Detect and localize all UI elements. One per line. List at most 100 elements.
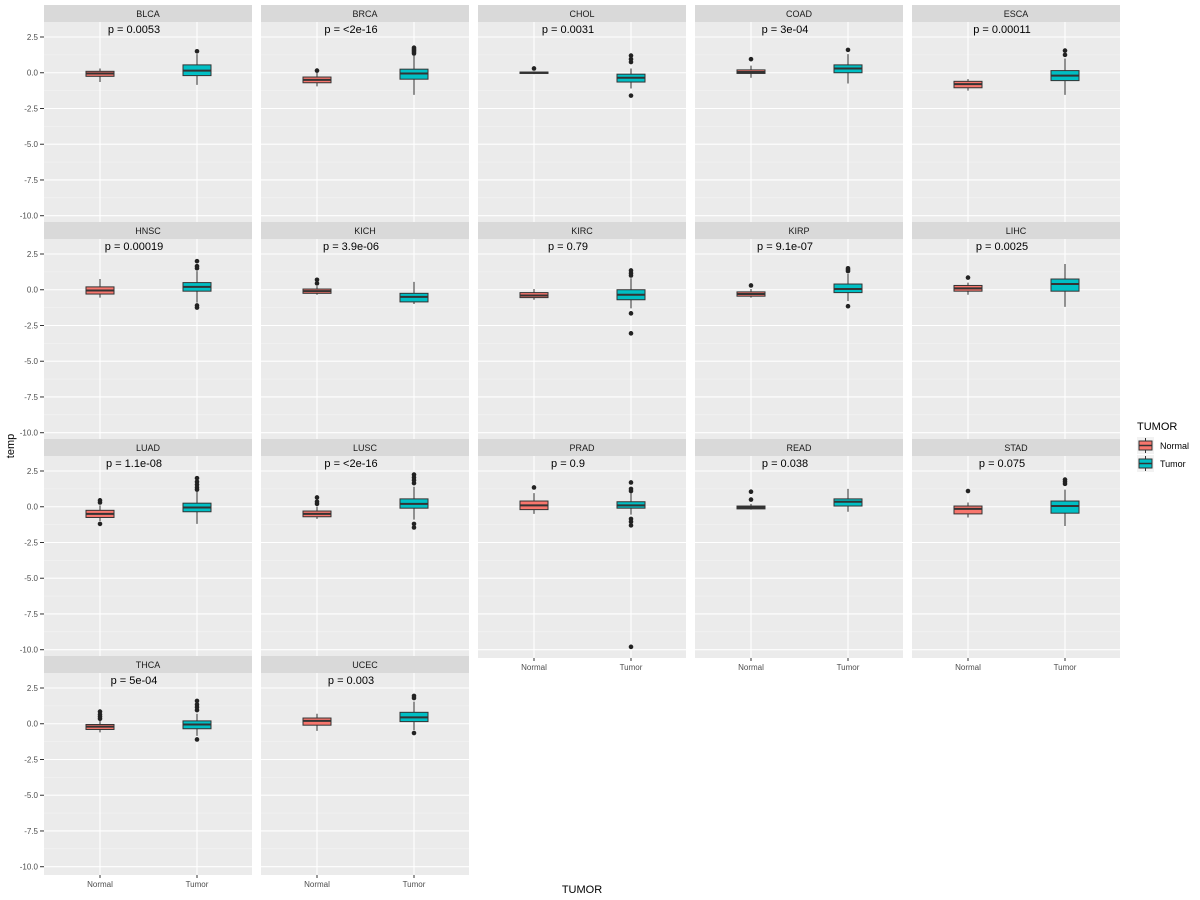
x-tick-label: Tumor: [186, 880, 209, 889]
panel-background: [44, 456, 252, 658]
outlier-point: [97, 709, 103, 714]
outlier-point: [314, 277, 320, 283]
box-normal: [302, 713, 332, 731]
outlier-point: [628, 523, 634, 528]
y-tick-label: 2.5: [27, 467, 39, 476]
facet-strip: [695, 222, 903, 239]
panel-thca: THCA p = 5e-04: [44, 656, 252, 875]
panel-esca: ESCA p = 0.00011: [912, 5, 1120, 224]
box-tumor: [399, 472, 429, 530]
panel-background: [261, 22, 469, 224]
facet-strip: [912, 5, 1120, 22]
legend: TUMOR Normal Tumor: [1137, 421, 1189, 472]
outlier-point: [1062, 52, 1068, 58]
facet-strip-label: KIRC: [571, 226, 593, 236]
box-normal: [736, 489, 766, 510]
y-tick-label: -7.5: [24, 393, 38, 402]
panel-background: [261, 239, 469, 441]
box-tumor: [182, 258, 212, 310]
facet-strip: [478, 222, 686, 239]
p-value-label: p = 0.003: [328, 675, 374, 687]
box-tumor: [1050, 264, 1080, 307]
outlier-point: [1062, 48, 1068, 53]
y-tick-label: -7.5: [24, 610, 38, 619]
outlier-point: [194, 258, 200, 264]
facet-strip-label: BLCA: [136, 9, 160, 19]
outlier-point: [748, 56, 754, 62]
p-value-label: p = 0.0025: [976, 241, 1028, 253]
facet-strip: [261, 439, 469, 456]
outlier-point: [531, 485, 537, 490]
panel-luad: LUAD p = 1.1e-08: [44, 439, 252, 658]
facet-strip: [44, 5, 252, 22]
facet-strip: [912, 222, 1120, 239]
outlier-point: [845, 47, 851, 53]
outlier-point: [194, 702, 200, 707]
outlier-point: [411, 730, 417, 736]
outlier-point: [194, 263, 200, 269]
panel-coad: COAD p = 3e-04: [695, 5, 903, 224]
y-tick-label: -2.5: [24, 104, 38, 113]
facet-strip-label: LUAD: [136, 443, 161, 453]
x-tick-label: Tumor: [1054, 663, 1077, 672]
box-body: [1050, 500, 1080, 514]
panel-brca: BRCA p = <2e-16: [261, 5, 469, 224]
box-tumor: [833, 488, 863, 512]
legend-entry-tumor: Tumor: [1137, 455, 1186, 472]
box-tumor: [833, 266, 863, 309]
outlier-point: [194, 479, 200, 485]
legend-label: Tumor: [1160, 459, 1186, 469]
box-normal: [85, 279, 115, 298]
x-tick-label: Normal: [955, 663, 981, 672]
panel-chol: CHOL p = 0.0031: [478, 5, 686, 224]
box-normal: [85, 498, 115, 527]
panel-kirp: KIRP p = 9.1e-07: [695, 222, 903, 441]
outlier-point: [314, 68, 320, 73]
box-normal: [736, 283, 766, 298]
panel-blca: BLCA p = 0.0053: [44, 5, 252, 224]
outlier-point: [628, 56, 634, 62]
panel-background: [912, 239, 1120, 441]
outlier-point: [411, 472, 417, 477]
box-normal: [302, 277, 332, 295]
box-normal: [953, 79, 983, 91]
panel-background: [695, 22, 903, 224]
y-tick-label: -10.0: [20, 212, 39, 221]
outlier-point: [748, 283, 754, 288]
outlier-point: [628, 519, 634, 525]
legend-label: Normal: [1160, 441, 1189, 451]
box-normal: [736, 56, 766, 78]
outlier-point: [628, 93, 634, 98]
p-value-label: p = 3e-04: [762, 24, 809, 36]
outlier-point: [965, 488, 971, 494]
y-tick-label: -5.0: [24, 791, 38, 800]
box-tumor: [833, 47, 863, 84]
facet-strip-label: LIHC: [1006, 226, 1027, 236]
box-tumor: [616, 480, 646, 650]
box-tumor: [182, 49, 212, 85]
panel-hnsc: HNSC p = 0.00019: [44, 222, 252, 441]
outlier-point: [97, 498, 103, 503]
y-tick-label: 0.0: [27, 286, 39, 295]
facet-strip-label: KICH: [354, 226, 376, 236]
y-tick-label: 2.5: [27, 684, 39, 693]
p-value-label: p = 0.0053: [108, 24, 160, 36]
panel-background: [695, 456, 903, 658]
p-value-label: p = 1.1e-08: [106, 458, 162, 470]
panel-background: [478, 22, 686, 224]
panel-background: [44, 22, 252, 224]
box-tumor: [399, 693, 429, 736]
outlier-point: [411, 521, 417, 527]
box-tumor: [182, 475, 212, 524]
facet-strip-label: COAD: [786, 9, 813, 19]
legend-entries: Normal Tumor: [1137, 437, 1189, 472]
p-value-label: p = 0.79: [548, 241, 588, 253]
box-tumor: [399, 45, 429, 95]
panel-ucec: UCEC p = 0.003: [261, 656, 469, 875]
p-value-label: p = <2e-16: [324, 458, 377, 470]
facet-strip: [695, 5, 903, 22]
panel-stad: STAD p = 0.075: [912, 439, 1120, 658]
facet-strip: [695, 439, 903, 456]
outlier-point: [628, 644, 634, 650]
box-normal: [85, 709, 115, 733]
